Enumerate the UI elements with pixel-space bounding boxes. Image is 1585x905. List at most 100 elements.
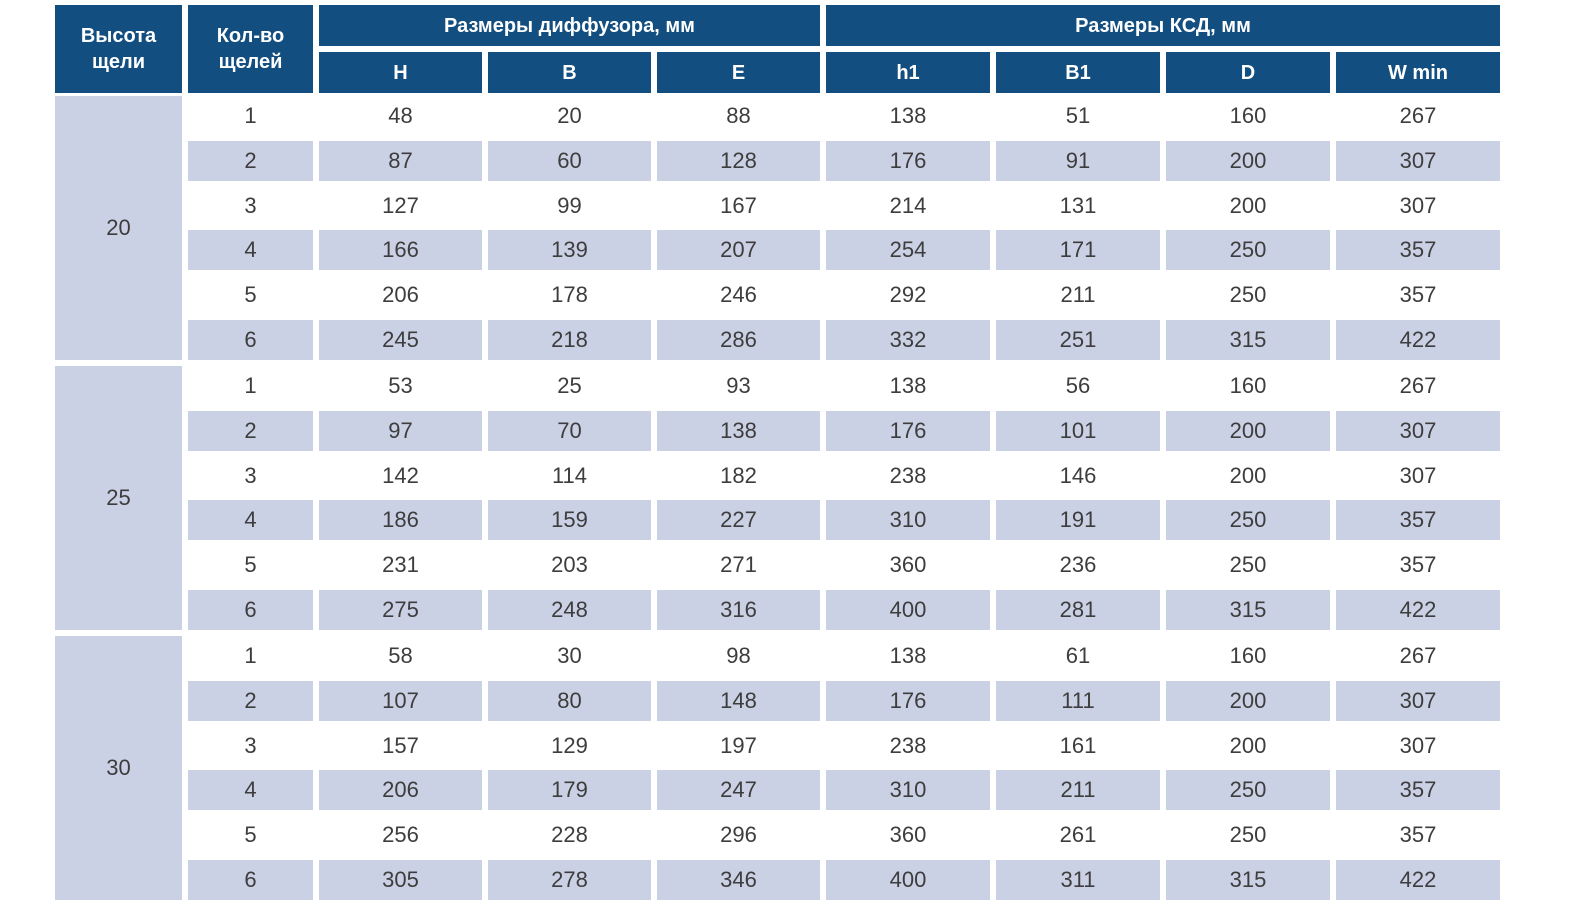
value-cell: 307 bbox=[1336, 725, 1500, 766]
slot-height-group: 25 1 53 25 93 138 56 160 267 2 97 70 138 176 101 200 307… bbox=[55, 365, 1500, 630]
value-cell: 422 bbox=[1336, 589, 1500, 630]
value-cell: 182 bbox=[657, 455, 820, 496]
value-cell: 200 bbox=[1166, 680, 1330, 721]
dimensions-table: Высота щели Кол-во щелей Размеры диффузо… bbox=[55, 5, 1500, 900]
value-cell: 206 bbox=[319, 770, 482, 811]
subheader-d: D bbox=[1166, 52, 1330, 93]
value-cell: 48 bbox=[319, 96, 482, 136]
value-cell: 200 bbox=[1166, 455, 1330, 496]
col-header-slot-height: Высота щели bbox=[55, 5, 182, 93]
value-cell: 307 bbox=[1336, 185, 1500, 226]
value-cell: 307 bbox=[1336, 410, 1500, 451]
value-cell: 357 bbox=[1336, 275, 1500, 316]
value-cell: 267 bbox=[1336, 96, 1500, 136]
value-cell: 250 bbox=[1166, 500, 1330, 541]
value-cell: 357 bbox=[1336, 230, 1500, 271]
value-cell: 346 bbox=[657, 859, 820, 900]
value-cell: 236 bbox=[996, 545, 1160, 586]
value-cell: 247 bbox=[657, 770, 820, 811]
value-cell: 248 bbox=[488, 589, 651, 630]
value-cell: 250 bbox=[1166, 770, 1330, 811]
value-cell: 246 bbox=[657, 275, 820, 316]
value-cell: 131 bbox=[996, 185, 1160, 226]
value-cell: 138 bbox=[826, 635, 990, 676]
group-header-diffuser-sizes: Размеры диффузора, мм bbox=[319, 5, 820, 46]
value-cell: 179 bbox=[488, 770, 651, 811]
value-cell: 51 bbox=[996, 96, 1160, 136]
value-cell: 176 bbox=[826, 680, 990, 721]
subheader-w-min: W min bbox=[1336, 52, 1500, 93]
value-cell: 307 bbox=[1336, 140, 1500, 181]
value-cell: 211 bbox=[996, 770, 1160, 811]
slot-count-cell: 2 bbox=[188, 680, 313, 721]
slot-count-cell: 3 bbox=[188, 455, 313, 496]
value-cell: 157 bbox=[319, 725, 482, 766]
value-cell: 227 bbox=[657, 500, 820, 541]
value-cell: 231 bbox=[319, 545, 482, 586]
value-cell: 98 bbox=[657, 635, 820, 676]
value-cell: 176 bbox=[826, 410, 990, 451]
value-cell: 256 bbox=[319, 815, 482, 856]
value-cell: 99 bbox=[488, 185, 651, 226]
value-cell: 360 bbox=[826, 545, 990, 586]
value-cell: 278 bbox=[488, 859, 651, 900]
value-cell: 422 bbox=[1336, 319, 1500, 360]
value-cell: 357 bbox=[1336, 770, 1500, 811]
value-cell: 271 bbox=[657, 545, 820, 586]
value-cell: 357 bbox=[1336, 815, 1500, 856]
value-cell: 315 bbox=[1166, 319, 1330, 360]
slot-height-cell: 20 bbox=[55, 96, 182, 360]
slot-height-cell: 25 bbox=[55, 365, 182, 630]
value-cell: 206 bbox=[319, 275, 482, 316]
value-cell: 267 bbox=[1336, 635, 1500, 676]
value-cell: 200 bbox=[1166, 725, 1330, 766]
value-cell: 250 bbox=[1166, 815, 1330, 856]
value-cell: 228 bbox=[488, 815, 651, 856]
value-cell: 292 bbox=[826, 275, 990, 316]
slot-height-group: 20 1 48 20 88 138 51 160 267 2 87 60 128 176 91 200 307 3… bbox=[55, 96, 1500, 360]
value-cell: 250 bbox=[1166, 275, 1330, 316]
value-cell: 316 bbox=[657, 589, 820, 630]
value-cell: 191 bbox=[996, 500, 1160, 541]
value-cell: 296 bbox=[657, 815, 820, 856]
value-cell: 238 bbox=[826, 455, 990, 496]
slot-height-group: 30 1 58 30 98 138 61 160 267 2 107 80 148 176 111 200 30… bbox=[55, 635, 1500, 900]
value-cell: 254 bbox=[826, 230, 990, 271]
value-cell: 422 bbox=[1336, 859, 1500, 900]
value-cell: 70 bbox=[488, 410, 651, 451]
value-cell: 25 bbox=[488, 365, 651, 406]
value-cell: 200 bbox=[1166, 410, 1330, 451]
value-cell: 160 bbox=[1166, 365, 1330, 406]
value-cell: 159 bbox=[488, 500, 651, 541]
value-cell: 250 bbox=[1166, 545, 1330, 586]
value-cell: 200 bbox=[1166, 185, 1330, 226]
value-cell: 332 bbox=[826, 319, 990, 360]
value-cell: 161 bbox=[996, 725, 1160, 766]
slot-count-cell: 6 bbox=[188, 859, 313, 900]
value-cell: 286 bbox=[657, 319, 820, 360]
slot-count-cell: 2 bbox=[188, 410, 313, 451]
value-cell: 315 bbox=[1166, 589, 1330, 630]
value-cell: 87 bbox=[319, 140, 482, 181]
slot-count-cell: 1 bbox=[188, 635, 313, 676]
value-cell: 60 bbox=[488, 140, 651, 181]
value-cell: 315 bbox=[1166, 859, 1330, 900]
slot-count-cell: 6 bbox=[188, 319, 313, 360]
value-cell: 200 bbox=[1166, 140, 1330, 181]
value-cell: 148 bbox=[657, 680, 820, 721]
value-cell: 360 bbox=[826, 815, 990, 856]
slot-height-cell: 30 bbox=[55, 635, 182, 900]
value-cell: 275 bbox=[319, 589, 482, 630]
value-cell: 129 bbox=[488, 725, 651, 766]
group-header-ksd-sizes: Размеры КСД, мм bbox=[826, 5, 1500, 46]
slot-count-cell: 4 bbox=[188, 500, 313, 541]
value-cell: 146 bbox=[996, 455, 1160, 496]
value-cell: 114 bbox=[488, 455, 651, 496]
value-cell: 250 bbox=[1166, 230, 1330, 271]
value-cell: 261 bbox=[996, 815, 1160, 856]
subheader-e: E bbox=[657, 52, 820, 93]
value-cell: 58 bbox=[319, 635, 482, 676]
value-cell: 357 bbox=[1336, 500, 1500, 541]
table-header: Высота щели Кол-во щелей Размеры диффузо… bbox=[55, 5, 1500, 93]
slot-count-cell: 1 bbox=[188, 365, 313, 406]
